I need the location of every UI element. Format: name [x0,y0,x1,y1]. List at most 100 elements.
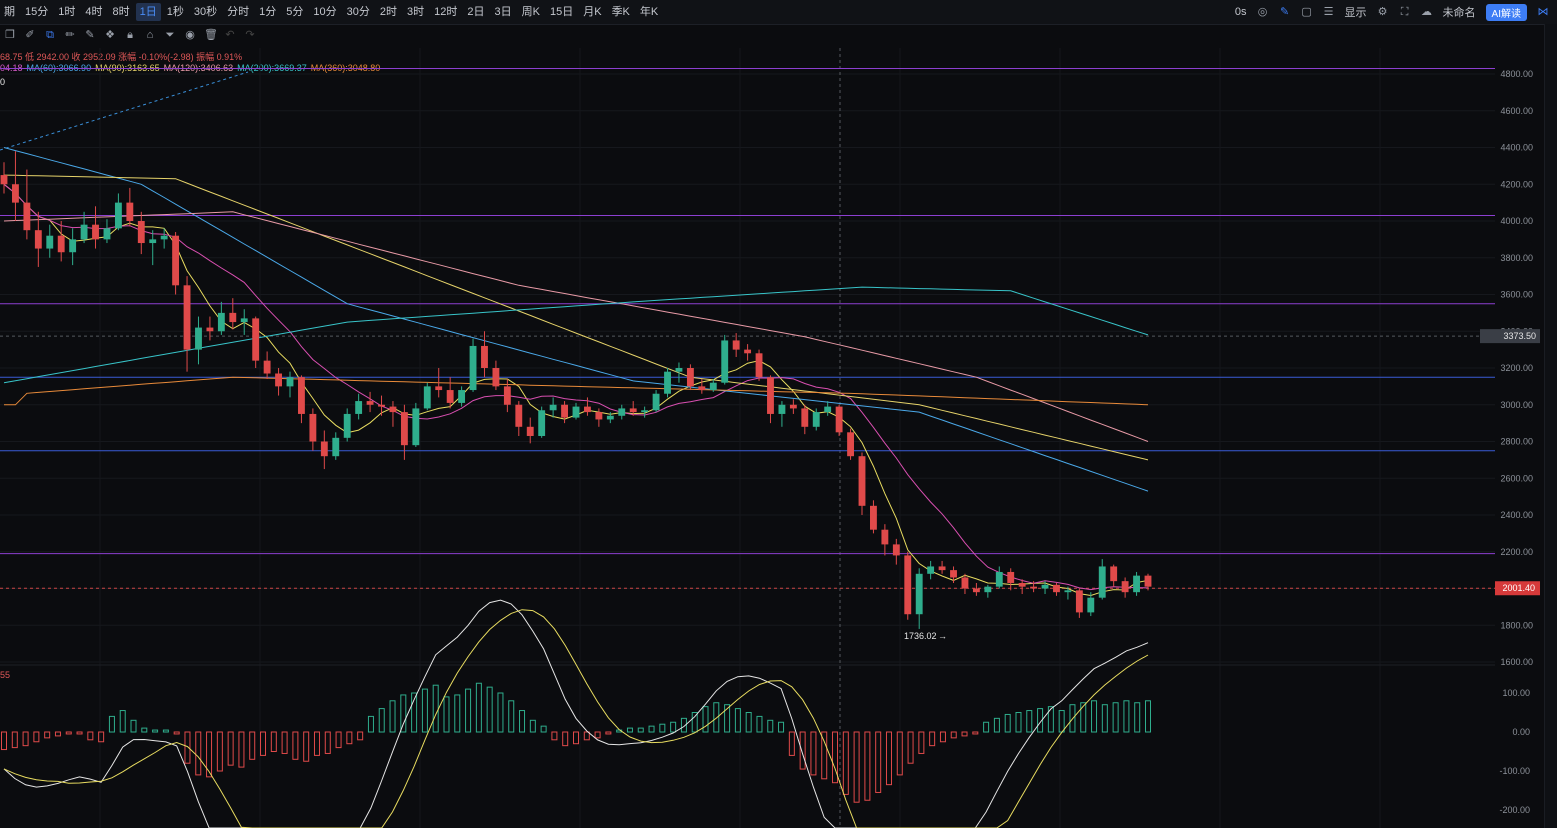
trend-line [0,71,249,151]
gear-icon[interactable]: ⚙ [1377,6,1388,18]
price-tick-label: 4000.00 [1500,216,1533,226]
lock-icon[interactable]: 🔒︎ [127,29,133,41]
pen-icon[interactable]: ✎ [1279,6,1290,18]
timeframe-1[interactable]: 15分 [25,6,49,18]
macd-bar [249,731,256,760]
list-icon[interactable]: ☰ [1323,6,1334,18]
candle-body [858,456,866,506]
fullscreen-icon[interactable]: ⛶ [1400,6,1409,18]
candle-body [252,318,260,361]
magnet-icon[interactable]: ⌂ [146,29,154,41]
ruler-icon[interactable]: ✏ [65,29,75,41]
candle-body [961,577,969,589]
timeframe-11[interactable]: 10分 [313,6,337,18]
camera-icon[interactable]: ◎ [1257,6,1268,18]
timeframe-3[interactable]: 4时 [85,6,103,18]
right-scroll-strip[interactable] [1544,24,1557,828]
eye-icon[interactable]: ◉ [185,29,195,41]
macd-bar [432,684,439,733]
macd-bar [1015,712,1022,733]
candle-body [629,408,637,413]
candle-body [835,406,843,433]
macd-tick-label: 100.00 [1502,688,1530,698]
candle-body [423,386,431,409]
price-tick-label: 4800.00 [1500,69,1533,79]
timeframe-10[interactable]: 5分 [286,6,304,18]
timeframe-5[interactable]: 1日 [135,3,161,21]
candle-body [1007,571,1015,583]
candle-body [469,345,477,391]
price-tick-label: 3000.00 [1500,400,1533,410]
layout-name-dropdown[interactable]: 未命名 [1442,7,1476,19]
price-tick-label: 4200.00 [1500,179,1533,189]
timeframe-0[interactable]: 期 [4,6,15,18]
ma360-line [4,376,1149,406]
eraser-icon[interactable]: ✎ [85,29,95,41]
candle-body [526,426,534,436]
timeframe-6[interactable]: 1秒 [166,6,184,18]
macd-bar [162,729,169,733]
price-tick-label: 1600.00 [1500,657,1533,667]
timeframe-8[interactable]: 分时 [227,6,250,18]
brush-icon-2[interactable]: ❖ [105,29,115,41]
macd-bar [1004,713,1011,733]
timeframe-22[interactable]: 年K [639,6,659,18]
share-icon[interactable]: ⋈ [1537,6,1549,18]
undo-icon[interactable]: ↶ [225,29,235,41]
macd-bar [950,731,957,739]
price-tick-label: 3200.00 [1500,363,1533,373]
square-icon[interactable]: ▢ [1301,6,1312,18]
candle-body [1144,575,1152,587]
timeframe-19[interactable]: 15日 [549,6,574,18]
candle-body [515,404,523,427]
timeframe-14[interactable]: 3时 [407,6,425,18]
timeframe-17[interactable]: 3日 [494,6,512,18]
candle-body [263,360,271,374]
ma120-line [3,211,1149,442]
macd-dif-line [3,599,1149,828]
macd-bar [389,700,396,733]
macd-bar [65,731,72,735]
timeframe-16[interactable]: 2日 [467,6,485,18]
chart-grid [0,48,1495,828]
macd-bar [756,715,763,733]
candle-body [1018,582,1026,587]
timeframe-13[interactable]: 2时 [379,6,397,18]
candle-body [0,175,8,185]
layers-icon[interactable]: ❐ [5,29,15,41]
timeframe-4[interactable]: 8时 [112,6,130,18]
timeframe-2[interactable]: 1时 [58,6,76,18]
copy-icon[interactable]: ⧉ [46,29,54,41]
candle-body [641,410,649,413]
timeframe-9[interactable]: 1分 [259,6,277,18]
timeframe-21[interactable]: 季K [611,6,630,18]
macd-bar [357,731,364,741]
filter-icon[interactable]: ⏷ [165,29,175,41]
ai-analysis-button[interactable]: AI解读 [1485,3,1527,21]
timeframe-7[interactable]: 30秒 [193,6,218,18]
candle-body [298,377,305,414]
timeframe-20[interactable]: 月K [583,6,602,18]
macd-bar [788,731,795,756]
candle-body [1053,584,1060,593]
display-menu[interactable]: 显示 [1344,7,1367,19]
candle-body [160,235,168,240]
macd-bar [1047,706,1054,733]
price-tick-label: 2400.00 [1500,510,1533,520]
candle-body [57,235,65,253]
candle-body [1075,590,1083,613]
candle-body [80,224,88,240]
trash-icon[interactable]: 🗑︎ [204,29,218,41]
macd-bar [734,708,741,733]
timeframe-12[interactable]: 30分 [346,6,370,18]
macd-bar [918,731,925,754]
macd-bar [400,694,407,733]
brush-icon[interactable]: ✐ [25,29,35,41]
timeframe-15[interactable]: 12时 [434,6,458,18]
macd-bar [270,731,277,752]
macd-bar [961,731,968,737]
macd-bar [1112,702,1119,733]
redo-icon[interactable]: ↷ [245,29,255,41]
timeframe-18[interactable]: 周K [521,6,540,18]
